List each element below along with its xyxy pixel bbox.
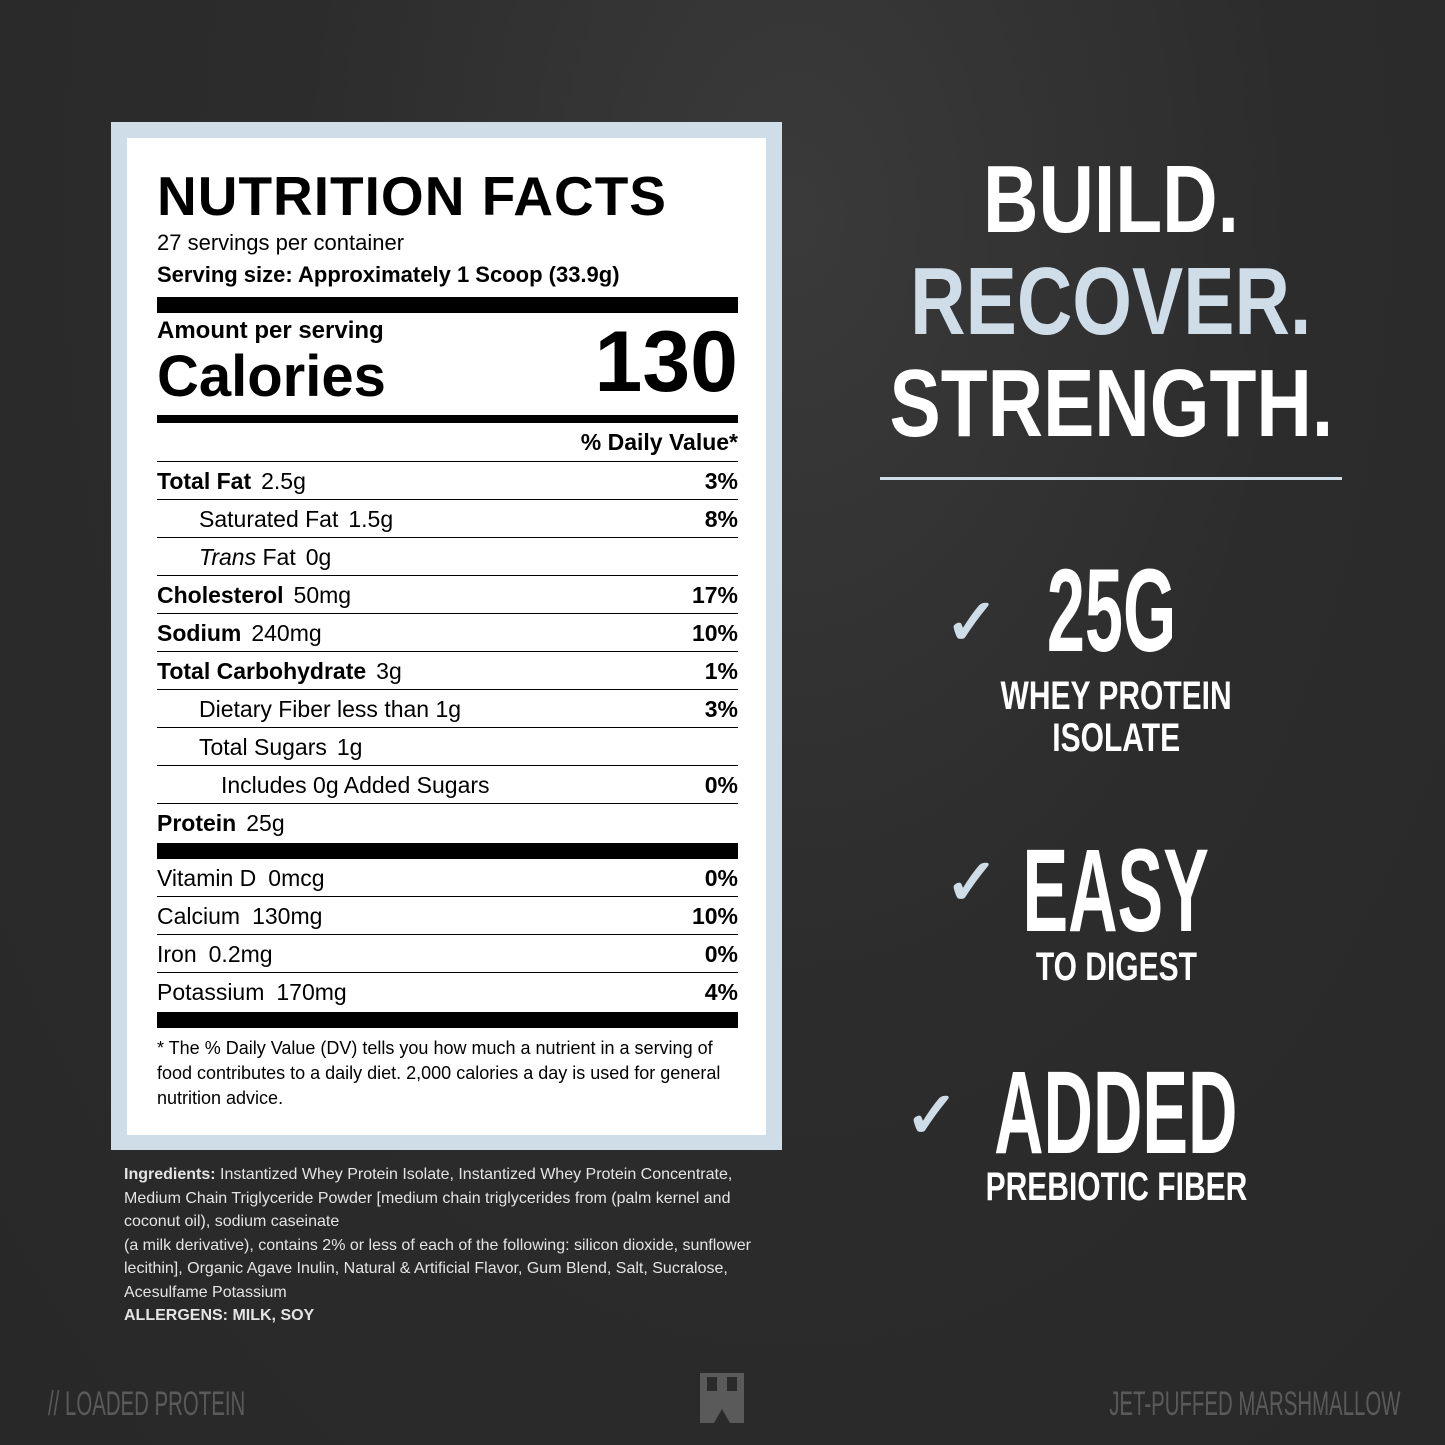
nutrient-row: Includes 0g Added Sugars 0% bbox=[157, 766, 738, 804]
footnote: * The % Daily Value (DV) tells you how m… bbox=[157, 1038, 721, 1108]
divider bbox=[157, 843, 738, 859]
nutrient-row: Cholesterol 50mg 17% bbox=[157, 576, 738, 614]
feature-added: ADDED bbox=[994, 1047, 1238, 1179]
brand-logo-icon bbox=[700, 1373, 744, 1423]
ingredients-text-2: (a milk derivative), contains 2% or less… bbox=[124, 1236, 751, 1301]
check-icon: ✓ bbox=[945, 846, 999, 918]
divider bbox=[880, 477, 1342, 480]
vitamin-row: Vitamin D 0mcg 0% bbox=[157, 859, 738, 897]
feature-easy-sub: TO DIGEST bbox=[1035, 945, 1197, 989]
nutrient-row: Sodium 240mg 10% bbox=[157, 614, 738, 652]
nutrient-row: Trans Fat 0g bbox=[157, 538, 738, 576]
feature-25g: 25G bbox=[1047, 545, 1177, 677]
check-icon: ✓ bbox=[945, 586, 999, 658]
label-title: NUTRITION FACTS bbox=[157, 165, 667, 227]
headline-recover: RECOVER. bbox=[910, 248, 1312, 355]
nutrient-row: Total Sugars 1g bbox=[157, 728, 738, 766]
allergens: ALLERGENS: MILK, SOY bbox=[124, 1307, 315, 1324]
nutrient-row: Total Carbohydrate 3g 1% bbox=[157, 652, 738, 690]
nutrient-row: Total Fat 2.5g 3% bbox=[157, 462, 738, 500]
serving-size: Serving size: Approximately 1 Scoop (33.… bbox=[157, 262, 620, 287]
feature-added-sub: PREBIOTIC FIBER bbox=[985, 1165, 1247, 1209]
calories-block: Amount per serving Calories 130 bbox=[157, 313, 738, 415]
nutrient-row: Dietary Fiber less than 1g 3% bbox=[157, 690, 738, 728]
footer-product-line: // LOADED PROTEIN bbox=[48, 1385, 246, 1423]
servings-per-container: 27 servings per container bbox=[157, 230, 405, 255]
calories-value: 130 bbox=[594, 314, 739, 410]
feature-easy: EASY bbox=[1022, 825, 1210, 957]
footer-flavor: JET-PUFFED MARSHMALLOW bbox=[1108, 1385, 1400, 1423]
nutrient-row: Protein 25g bbox=[157, 810, 285, 836]
check-icon: ✓ bbox=[905, 1079, 959, 1151]
divider bbox=[157, 297, 738, 313]
headline-strength: STRENGTH. bbox=[889, 350, 1333, 457]
nutrient-row: Saturated Fat 1.5g 8% bbox=[157, 500, 738, 538]
ingredients-label: Ingredients: bbox=[124, 1166, 216, 1183]
divider bbox=[157, 415, 738, 423]
daily-value-header: % Daily Value* bbox=[157, 423, 738, 462]
feature-25g-sub: WHEY PROTEIN ISOLATE bbox=[1000, 674, 1232, 760]
amount-per-serving: Amount per serving bbox=[157, 317, 384, 344]
vitamin-row: Potassium 170mg 4% bbox=[157, 979, 738, 1005]
divider bbox=[157, 1012, 738, 1028]
headline-build: BUILD. bbox=[983, 146, 1239, 253]
nutrition-label: NUTRITION FACTS 27 servings per containe… bbox=[127, 138, 766, 1135]
ingredients-text: Instantized Whey Protein Isolate, Instan… bbox=[124, 1166, 733, 1230]
ingredients: Ingredients: Instantized Whey Protein Is… bbox=[124, 1163, 784, 1328]
vitamin-row: Calcium 130mg 10% bbox=[157, 897, 738, 935]
nutrition-panel: NUTRITION FACTS 27 servings per containe… bbox=[111, 122, 782, 1150]
calories-label: Calories bbox=[157, 344, 386, 409]
vitamin-row: Iron 0.2mg 0% bbox=[157, 935, 738, 973]
